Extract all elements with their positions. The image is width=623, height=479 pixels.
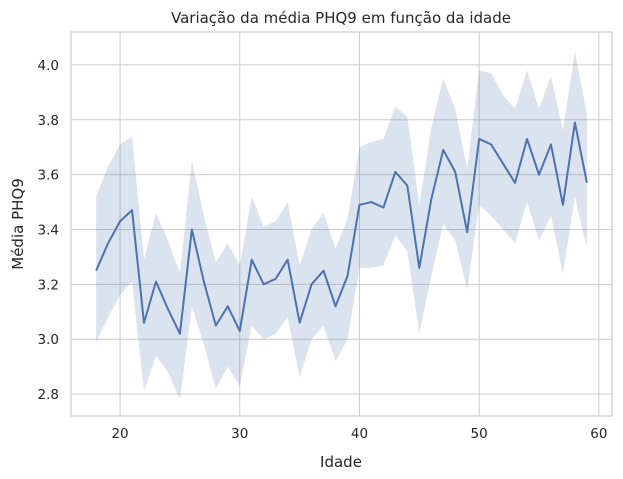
y-axis-ticks: 2.8 3.0 3.2 3.4 3.6 3.8 4.0 bbox=[38, 58, 59, 403]
y-tick-label: 3.4 bbox=[38, 222, 59, 238]
y-tick-label: 3.6 bbox=[38, 168, 59, 184]
x-tick-label: 60 bbox=[590, 426, 607, 442]
x-tick-label: 20 bbox=[111, 426, 128, 442]
y-tick-label: 3.2 bbox=[38, 277, 59, 293]
grid-lines bbox=[71, 32, 612, 416]
y-tick-label: 4.0 bbox=[38, 58, 59, 74]
y-tick-label: 2.8 bbox=[38, 387, 59, 403]
mean-phq9-line bbox=[95, 121, 588, 335]
plot-frame bbox=[70, 31, 613, 417]
y-axis-label: Média PHQ9 bbox=[9, 178, 27, 270]
y-tick-label: 3.8 bbox=[38, 113, 59, 129]
y-tick-label: 3.0 bbox=[38, 332, 59, 348]
x-axis-label: Idade bbox=[320, 453, 362, 471]
x-tick-label: 40 bbox=[351, 426, 368, 442]
x-axis-ticks: 20 30 40 50 60 bbox=[111, 426, 607, 442]
x-tick-label: 50 bbox=[471, 426, 488, 442]
x-tick-label: 30 bbox=[231, 426, 248, 442]
chart-title: Variação da média PHQ9 em função da idad… bbox=[171, 9, 511, 27]
confidence-band bbox=[96, 51, 587, 400]
